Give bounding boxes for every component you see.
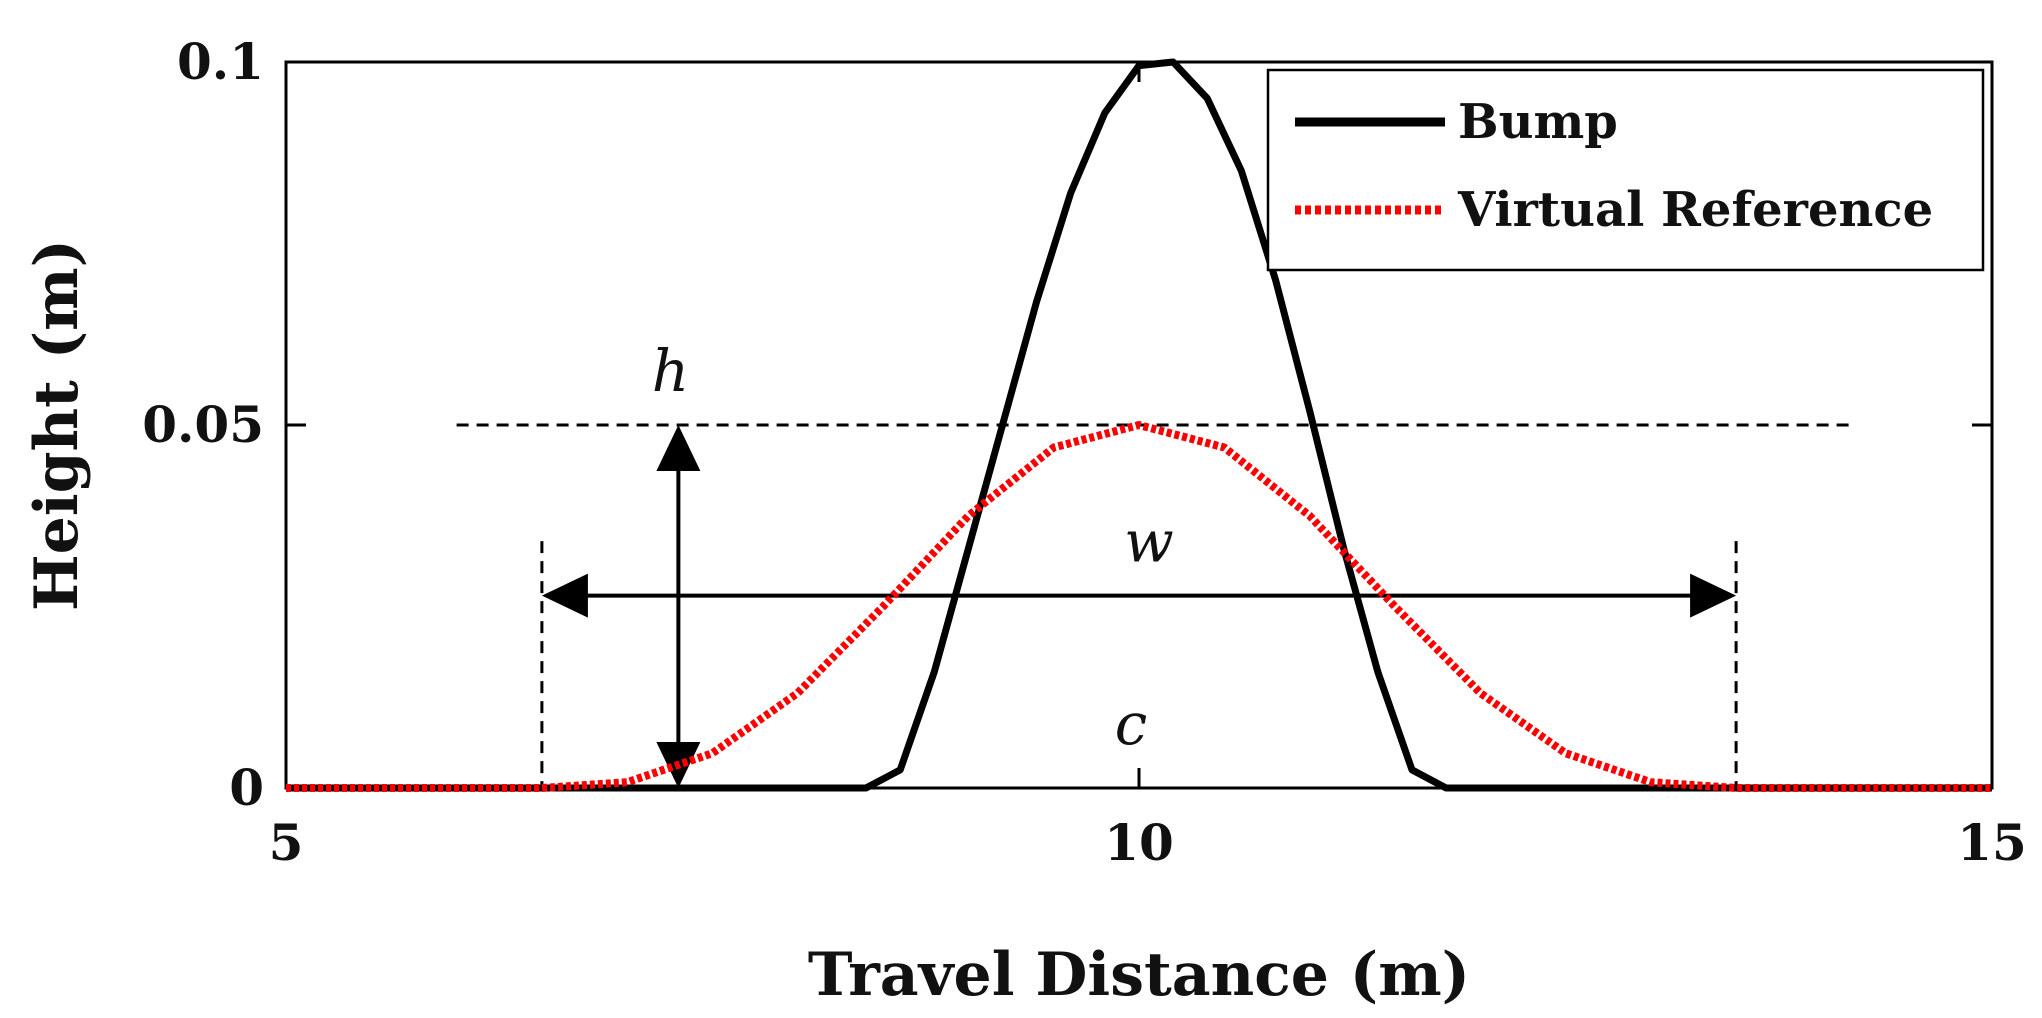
x-axis-title: Travel Distance (m)	[808, 940, 1470, 1010]
legend-box	[1266, 68, 1985, 272]
legend-virtual-reference-label: Virtual Reference	[1457, 182, 1933, 238]
x-tick-label: 15	[1957, 813, 2027, 872]
legend: Bump Virtual Reference	[1266, 68, 1985, 272]
w-arrowhead-left	[541, 573, 588, 618]
annotations: h w c	[456, 337, 1856, 788]
x-tick-label: 5	[269, 813, 304, 872]
legend-bump-label: Bump	[1458, 94, 1618, 150]
w-label: w	[1124, 508, 1174, 576]
axis-ticks: 5 10 15 0 0.05 0.1	[142, 32, 2027, 872]
h-arrowhead-up	[656, 425, 701, 471]
series-line-virtual-reference	[286, 421, 1992, 792]
c-label: c	[1115, 690, 1147, 758]
x-tick-label: 10	[1104, 813, 1174, 872]
y-tick-label: 0.05	[142, 395, 264, 454]
h-label: h	[652, 337, 689, 405]
series-layer	[286, 58, 1992, 792]
y-tick-label: 0	[229, 758, 264, 817]
series-line-bump	[286, 58, 1992, 792]
w-arrowhead-right	[1690, 573, 1737, 618]
y-axis-title: Height (m)	[22, 239, 92, 611]
y-tick-label: 0.1	[177, 32, 264, 91]
